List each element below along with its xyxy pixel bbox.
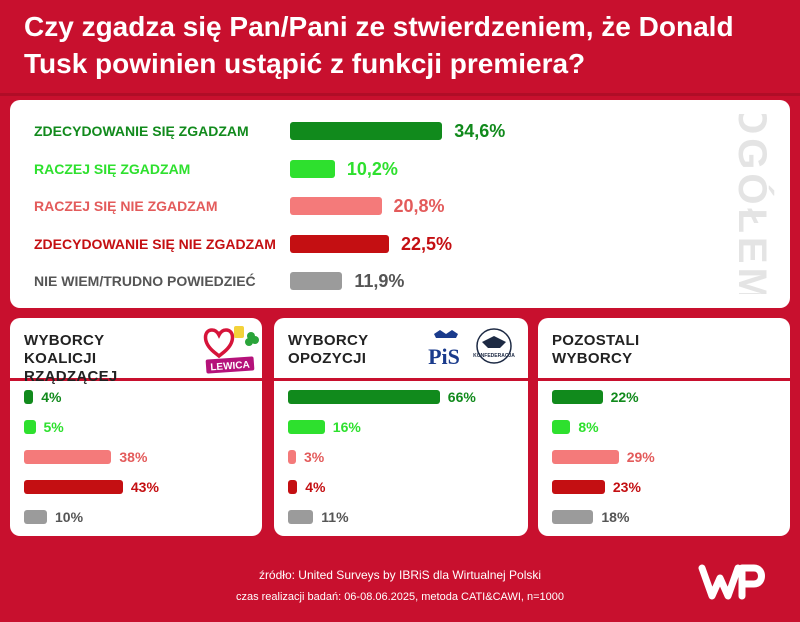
card3-value-strongly-agree: 22%: [610, 389, 639, 405]
opposition-card-header: WYBORCY OPOZYCJI PiS KONFEDERACJA: [274, 318, 528, 381]
lewica-logo-text: LEWICA: [210, 360, 250, 374]
coalition-title-line-1: WYBORCY: [24, 332, 105, 349]
overall-bar-dont-know: [290, 272, 343, 290]
card2-value-strongly-disagree: 4%: [305, 479, 326, 495]
card1-value-strongly-agree: 4%: [41, 389, 62, 405]
card2-value-dont-know: 11%: [321, 509, 349, 525]
card3-value-dont-know: 18%: [601, 509, 630, 525]
card2-value-strongly-agree: 66%: [447, 389, 476, 405]
overall-value-agree: 10,2%: [346, 158, 398, 179]
card3-value-agree: 8%: [578, 419, 599, 435]
overall-chart-card: ZDECYDOWANIE SIĘ ZGADZAM 34,6% RACZEJ SIĘ …: [10, 100, 790, 308]
overall-value-strongly-agree: 34,6%: [454, 121, 506, 141]
card1-bar-strongly-disagree: [24, 480, 123, 494]
card2-bar-strongly-agree: [288, 390, 440, 404]
wp-logo-icon: [698, 564, 742, 600]
overall-bar-strongly-agree: [290, 122, 443, 140]
overall-label-strongly-agree: ZDECYDOWANIE SIĘ ZGADZAM: [34, 123, 249, 139]
coalition-voters-card: WYBORCY KOALICJI RZĄDZĄCEJ LEWICA 4% 5% 38…: [10, 318, 262, 536]
overall-value-disagree: 20,8%: [393, 196, 445, 216]
header: Czy zgadza się Pan/Pani ze stwierdzeniem…: [0, 0, 800, 96]
other-title-line-1: POZOSTALI: [552, 332, 640, 349]
vertical-label-svg: OGÓŁEM: [730, 103, 776, 305]
coalition-card-title: WYBORCY KOALICJI RZĄDZĄCEJ: [24, 332, 194, 386]
card1-value-disagree: 38%: [119, 449, 148, 465]
other-card-title: POZOSTALI WYBORCY: [552, 332, 722, 368]
wp-logo: [698, 564, 765, 600]
coalition-title-line-2: KOALICJI RZĄDZĄCEJ: [24, 350, 118, 385]
card3-bar-strongly-agree: [552, 390, 603, 404]
konfederacja-logo-text: KONFEDERACJA: [473, 353, 515, 359]
card1-bar-strongly-agree: [24, 390, 34, 404]
overall-bar-agree: [290, 159, 335, 178]
overall-bar-strongly-disagree: [290, 234, 389, 253]
chart-title: Czy zgadza się Pan/Pani ze stwierdzeniem…: [24, 8, 784, 82]
card2-bar-strongly-disagree: [288, 480, 298, 494]
coalition-logos: LEWICA: [203, 326, 259, 374]
card2-value-agree: 16%: [332, 419, 361, 435]
overall-bar-disagree: [290, 197, 382, 215]
source-text: źródło: United Surveys by IBRiS dla Wirt…: [258, 568, 542, 582]
overall-value-strongly-disagree: 22,5%: [401, 233, 453, 254]
card2-bar-agree: [288, 420, 325, 434]
survey-details-text: czas realizacji badań: 06-08.06.2025, me…: [235, 591, 565, 603]
eagle-icon: [434, 330, 458, 338]
card3-value-strongly-disagree: 23%: [612, 479, 641, 495]
overall-label-dont-know: NIE WIEM/TRUDNO POWIEDZIEĆ: [34, 273, 256, 289]
overall-label-agree: RACZEJ SIĘ ZGADZAM: [34, 160, 191, 177]
card1-bar-disagree: [24, 450, 112, 464]
overall-value-dont-know: 11,9%: [354, 271, 405, 291]
card1-bar-dont-know: [24, 510, 47, 524]
card3-bar-disagree: [552, 450, 619, 464]
opposition-title-line-2: OPOZYCJI: [288, 350, 367, 367]
card1-value-strongly-disagree: 43%: [130, 479, 159, 495]
opposition-voters-card: WYBORCY OPOZYCJI PiS KONFEDERACJA 66% 16%…: [274, 318, 528, 536]
other-card-header: POZOSTALI WYBORCY: [538, 318, 790, 381]
card1-value-agree: 5%: [43, 419, 64, 435]
pis-logo-text: PiS: [428, 344, 460, 369]
card3-bar-dont-know: [552, 510, 594, 524]
coalition-card-header: WYBORCY KOALICJI RZĄDZĄCEJ LEWICA: [10, 318, 262, 385]
card3-bar-strongly-disagree: [552, 480, 605, 494]
overall-label-strongly-disagree: ZDECYDOWANIE SIĘ NIE ZGADZAM: [34, 235, 276, 252]
opposition-title-line-1: WYBORCY: [288, 332, 369, 349]
card1-bar-agree: [24, 420, 36, 434]
title-line-1: Czy zgadza się Pan/Pani ze stwierdzeniem…: [24, 11, 734, 42]
vertical-title: OGÓŁEM: [730, 114, 776, 294]
overall-vertical-label: OGÓŁEM: [728, 103, 776, 305]
card3-value-disagree: 29%: [626, 449, 655, 465]
card2-bar-disagree: [288, 450, 296, 464]
star-logo-icon: [234, 326, 244, 338]
card1-value-dont-know: 10%: [55, 509, 84, 525]
opposition-logos: PiS KONFEDERACJA: [428, 328, 515, 369]
heart-icon: [203, 328, 235, 359]
title-line-2: Tusk powinien ustąpić z funkcji premiera…: [24, 48, 586, 79]
card2-value-disagree: 3%: [304, 449, 325, 465]
other-title-line-2: WYBORCY: [552, 350, 633, 367]
card3-bar-agree: [552, 420, 571, 434]
card2-bar-dont-know: [288, 510, 314, 524]
opposition-card-title: WYBORCY OPOZYCJI: [288, 332, 458, 368]
overall-label-disagree: RACZEJ SIĘ NIE ZGADZAM: [34, 198, 218, 214]
other-voters-card: POZOSTALI WYBORCY 22% 8% 29% 23% 18%: [538, 318, 790, 536]
